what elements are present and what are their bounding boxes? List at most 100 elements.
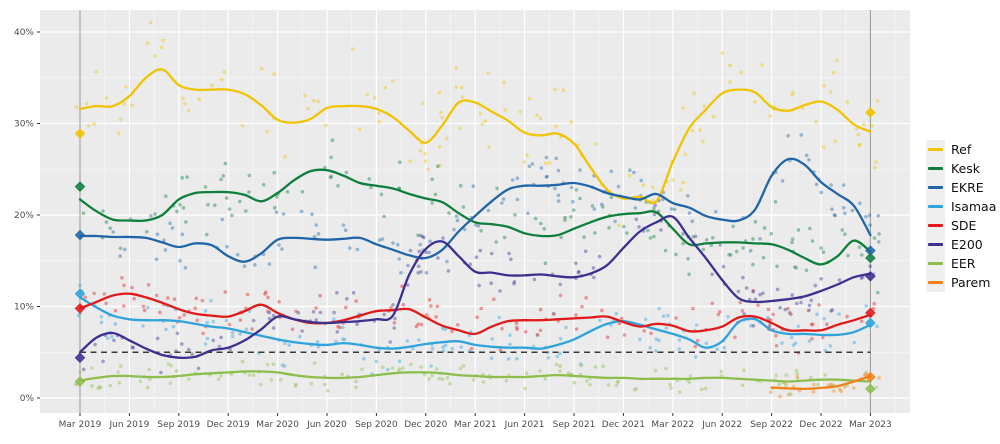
poll-point <box>104 301 108 306</box>
poll-point <box>872 236 877 240</box>
poll-point <box>574 327 579 331</box>
poll-point <box>495 186 499 191</box>
poll-point <box>822 317 826 321</box>
x-tick-label: Sep 2020 <box>355 420 398 430</box>
poll-point <box>227 207 232 211</box>
poll-point <box>414 324 419 329</box>
poll-point <box>728 80 732 84</box>
poll-point <box>318 310 323 315</box>
poll-point <box>180 232 185 237</box>
poll-point <box>625 231 629 235</box>
poll-point <box>203 342 208 346</box>
poll-point <box>217 344 222 349</box>
poll-point <box>130 345 134 350</box>
poll-point <box>527 96 532 101</box>
poll-point <box>794 368 799 373</box>
poll-point <box>553 87 557 92</box>
poll-point <box>187 347 191 352</box>
poll-point <box>841 183 846 187</box>
poll-point <box>872 165 877 170</box>
poll-point <box>225 244 229 249</box>
poll-point <box>203 309 208 313</box>
poll-point <box>205 336 210 341</box>
poll-point <box>430 201 434 205</box>
poll-point <box>419 365 424 369</box>
poll-point <box>206 203 210 207</box>
poll-point <box>859 276 864 280</box>
poll-point <box>738 300 743 305</box>
poll-point <box>606 383 611 387</box>
poll-point <box>760 63 764 67</box>
poll-point <box>315 340 320 344</box>
poll-point <box>843 211 847 216</box>
poll-point <box>106 336 110 341</box>
poll-point <box>790 237 795 241</box>
poll-point <box>159 370 163 375</box>
poll-point <box>813 283 818 288</box>
poll-point <box>205 232 209 237</box>
poll-point <box>778 394 782 399</box>
poll-point <box>652 234 656 239</box>
poll-point <box>461 364 466 368</box>
poll-point <box>819 277 823 281</box>
poll-point <box>244 327 249 332</box>
poll-point <box>389 305 393 310</box>
poll-point <box>323 165 327 170</box>
poll-point <box>296 311 301 315</box>
poll-point <box>340 372 345 377</box>
poll-point <box>420 234 425 239</box>
poll-point <box>701 247 706 252</box>
poll-point <box>344 305 348 310</box>
poll-point <box>328 175 333 180</box>
poll-point <box>742 312 746 316</box>
poll-point <box>436 164 440 168</box>
legend-key-EKRE <box>926 178 945 197</box>
poll-point <box>872 301 876 306</box>
poll-point <box>196 366 201 371</box>
result-diamond-Ref <box>74 128 86 139</box>
poll-point <box>166 296 170 300</box>
poll-point <box>515 176 520 180</box>
poll-point <box>314 223 319 227</box>
poll-point <box>474 223 478 227</box>
y-tick-label: 10% <box>14 303 34 313</box>
poll-point <box>97 385 102 389</box>
legend-item-EKRE: EKRE <box>926 178 996 197</box>
poll-point <box>329 155 333 160</box>
poll-point <box>240 359 245 364</box>
poll-point <box>613 219 617 224</box>
poll-point <box>475 315 480 320</box>
poll-point <box>242 264 247 269</box>
poll-point <box>272 170 277 175</box>
poll-point <box>828 344 833 348</box>
poll-point <box>479 306 484 311</box>
poll-point <box>523 330 528 334</box>
poll-point <box>113 308 118 313</box>
poll-point <box>177 316 182 320</box>
poll-point <box>641 183 646 187</box>
poll-point <box>524 371 529 376</box>
poll-point <box>154 293 159 298</box>
poll-point <box>440 377 445 381</box>
poll-point <box>578 168 582 172</box>
poll-point <box>447 211 451 215</box>
poll-point <box>501 197 506 201</box>
poll-point <box>251 373 256 378</box>
poll-point <box>267 310 272 315</box>
poll-point <box>483 119 488 123</box>
poll-point <box>185 175 189 179</box>
poll-point <box>556 193 561 198</box>
poll-point <box>130 285 134 290</box>
poll-point <box>439 110 443 115</box>
poll-point <box>401 302 406 307</box>
poll-point <box>372 95 377 100</box>
poll-point <box>648 345 652 350</box>
poll-point <box>141 304 146 309</box>
poll-point <box>543 376 547 381</box>
poll-point <box>478 248 483 253</box>
poll-point <box>182 313 187 317</box>
poll-point <box>830 308 835 312</box>
poll-point <box>427 377 431 381</box>
poll-point <box>99 315 104 319</box>
poll-point <box>877 232 881 236</box>
